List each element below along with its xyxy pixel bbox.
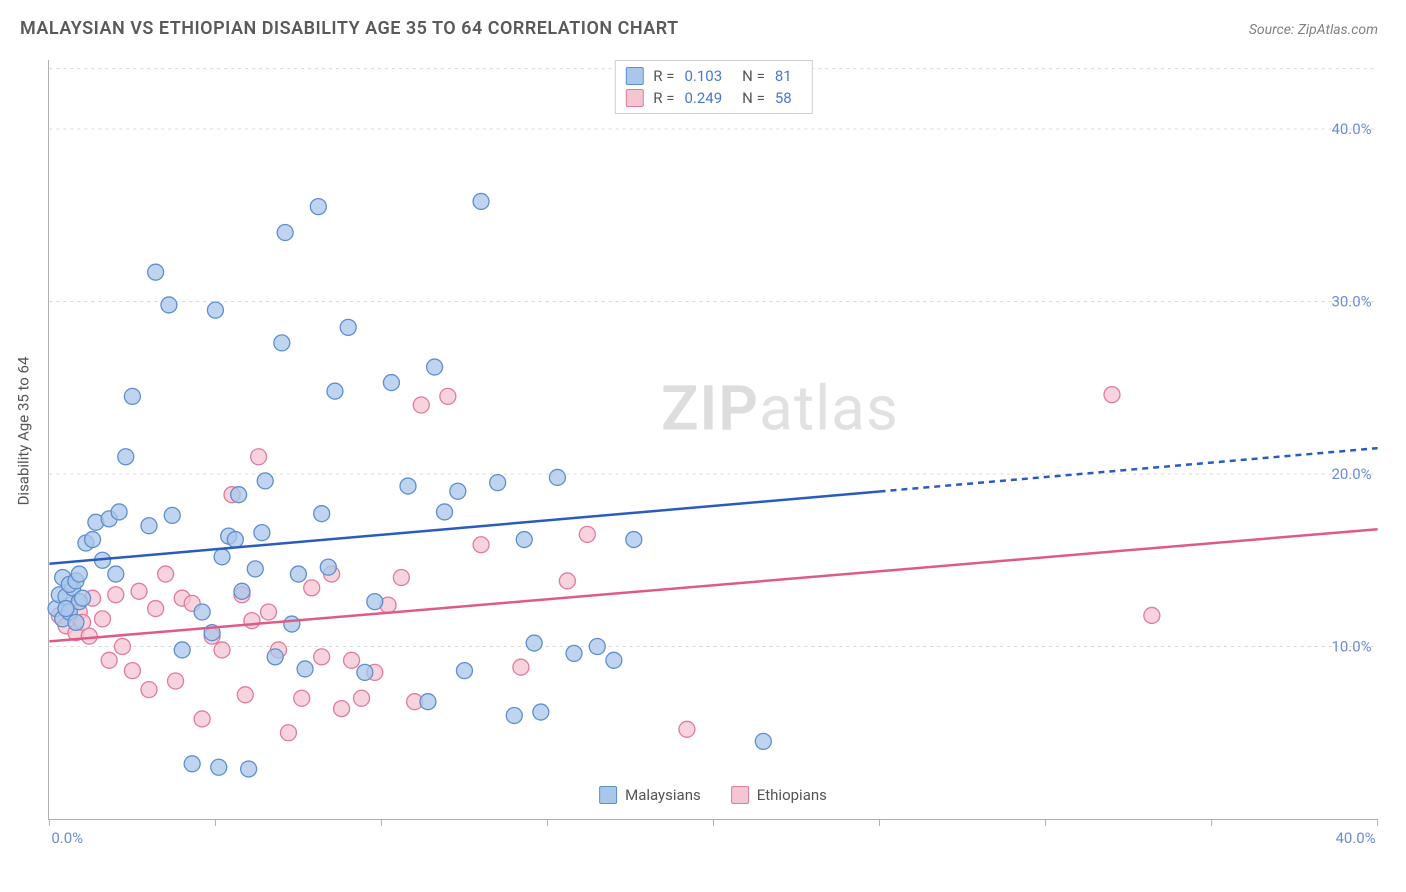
legend-n-label: N = — [738, 67, 769, 85]
plot-container: R = 0.103 N = 81 R = 0.249 N = 58 ZIPatl… — [48, 60, 1378, 820]
swatch-ethiopians — [731, 786, 749, 804]
chart-title: MALAYSIAN VS ETHIOPIAN DISABILITY AGE 35… — [20, 18, 679, 39]
legend-stats-row-ethiopians: R = 0.249 N = 58 — [625, 87, 801, 109]
svg-text:40.0%: 40.0% — [1331, 120, 1371, 138]
legend-stats-row-malaysians: R = 0.103 N = 81 — [625, 65, 801, 87]
plot-svg: 10.0%20.0%30.0%40.0%0.0%40.0% — [49, 60, 1378, 819]
legend-n-ethiopians: 58 — [775, 89, 802, 107]
legend-series-malaysians: Malaysians — [599, 786, 701, 804]
legend-n-malaysians: 81 — [775, 67, 802, 85]
legend-series: Malaysians Ethiopians — [599, 786, 827, 804]
legend-stats: R = 0.103 N = 81 R = 0.249 N = 58 — [614, 60, 812, 114]
svg-text:0.0%: 0.0% — [51, 829, 83, 847]
legend-series-ethiopians: Ethiopians — [731, 786, 827, 804]
svg-text:30.0%: 30.0% — [1331, 292, 1371, 310]
swatch-ethiopians — [625, 89, 643, 107]
svg-text:10.0%: 10.0% — [1331, 637, 1371, 655]
chart-source: Source: ZipAtlas.com — [1249, 22, 1378, 38]
svg-text:40.0%: 40.0% — [1335, 829, 1375, 847]
legend-r-ethiopians: 0.249 — [684, 89, 732, 107]
y-axis-label-wrap: Disability Age 35 to 64 — [8, 60, 38, 802]
legend-r-malaysians: 0.103 — [684, 67, 732, 85]
legend-malaysians-label: Malaysians — [625, 786, 701, 804]
swatch-malaysians — [599, 786, 617, 804]
legend-n-label: N = — [738, 89, 769, 107]
legend-ethiopians-label: Ethiopians — [757, 786, 827, 804]
plot-area: R = 0.103 N = 81 R = 0.249 N = 58 ZIPatl… — [48, 60, 1378, 820]
swatch-malaysians — [625, 67, 643, 85]
y-axis-label: Disability Age 35 to 64 — [14, 357, 32, 506]
legend-r-label: R = — [649, 67, 678, 85]
legend-r-label: R = — [649, 89, 678, 107]
svg-text:20.0%: 20.0% — [1331, 465, 1371, 483]
